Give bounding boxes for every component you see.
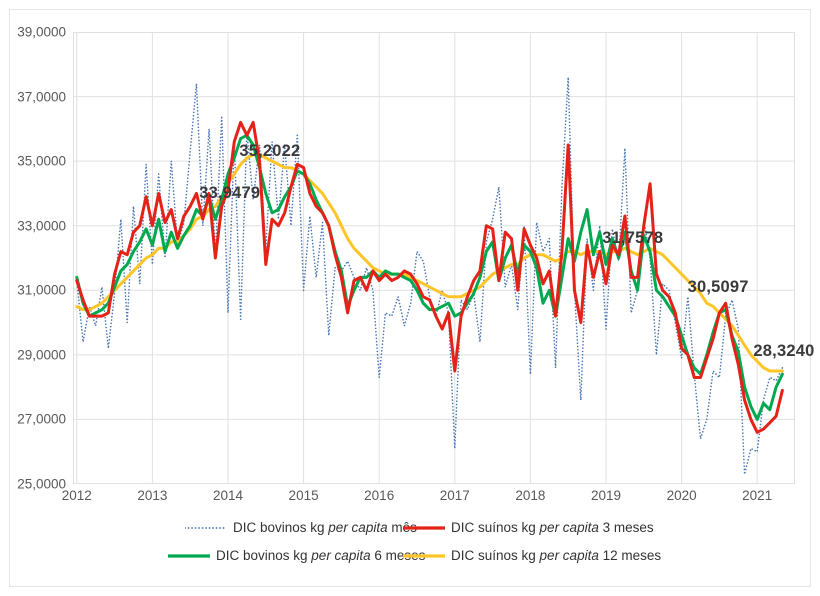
legend-item[interactable]: DIC suínos kg per capita 12 meses [403, 548, 661, 563]
x-axis-tick-label: 2013 [137, 488, 168, 503]
plot-svg [73, 32, 795, 484]
data-point-label: 28,3240 [753, 342, 815, 361]
plot-area [73, 32, 795, 484]
y-axis-tick-label: 25,0000 [17, 476, 66, 492]
y-axis-tick-label: 33,0000 [17, 218, 66, 234]
chart-legend: DIC bovinos kg per capita mês DIC suínos … [73, 516, 795, 576]
series-line [75, 76, 784, 476]
data-point-label: 30,5097 [687, 277, 749, 296]
gridlines [73, 32, 795, 484]
chart-border [9, 9, 811, 587]
x-axis-tick-label: 2021 [742, 488, 773, 503]
legend-label: DIC suínos kg per capita 12 meses [451, 548, 662, 563]
data-point-label: 35,2022 [239, 142, 301, 161]
legend-item[interactable]: DIC suínos kg per capita 3 meses [403, 520, 654, 535]
y-axis-tick-label: 31,0000 [17, 282, 66, 298]
legend-label: DIC bovinos kg per capita mês [233, 520, 417, 535]
data-point-label: 33,9479 [199, 184, 261, 203]
x-axis-tick-label: 2017 [439, 488, 470, 503]
y-axis-tick-label: 39,0000 [17, 24, 66, 40]
x-axis-tick-label: 2012 [61, 488, 92, 503]
x-axis-tick-label: 2016 [364, 488, 395, 503]
legend-swatch-icon [185, 522, 227, 534]
x-axis-tick-label: 2019 [590, 488, 622, 503]
series-line [75, 153, 784, 373]
legend-label: DIC bovinos kg per capita 6 meses [216, 548, 426, 563]
series-line [75, 120, 784, 434]
y-axis-tick-label: 29,0000 [17, 347, 66, 363]
legend-swatch-icon [403, 550, 445, 562]
y-axis-tick-label: 35,0000 [17, 153, 66, 169]
x-axis-tick-label: 2020 [666, 488, 697, 503]
y-axis-tick-label: 37,0000 [17, 89, 66, 105]
x-axis-tick-label: 2015 [288, 488, 319, 503]
y-axis-tick-label: 27,0000 [17, 411, 66, 427]
legend-item[interactable]: DIC bovinos kg per capita mês [185, 520, 417, 535]
x-axis: 2012 2013 2014 2015 2016 2017 2018 2019 2020 2021 [62, 488, 795, 510]
legend-swatch-icon [403, 522, 445, 534]
series-line [75, 133, 784, 421]
legend-item[interactable]: DIC bovinos kg per capita 6 meses [168, 548, 425, 563]
x-axis-tick-label: 2018 [515, 488, 546, 503]
x-axis-tick-label: 2014 [212, 488, 243, 503]
legend-label: DIC suínos kg per capita 3 meses [451, 520, 654, 535]
y-axis: 39,0000 37,0000 35,0000 33,0000 31,0000 29,00… [0, 25, 66, 492]
data-point-label: 31,7578 [602, 229, 664, 248]
legend-swatch-icon [168, 550, 210, 562]
